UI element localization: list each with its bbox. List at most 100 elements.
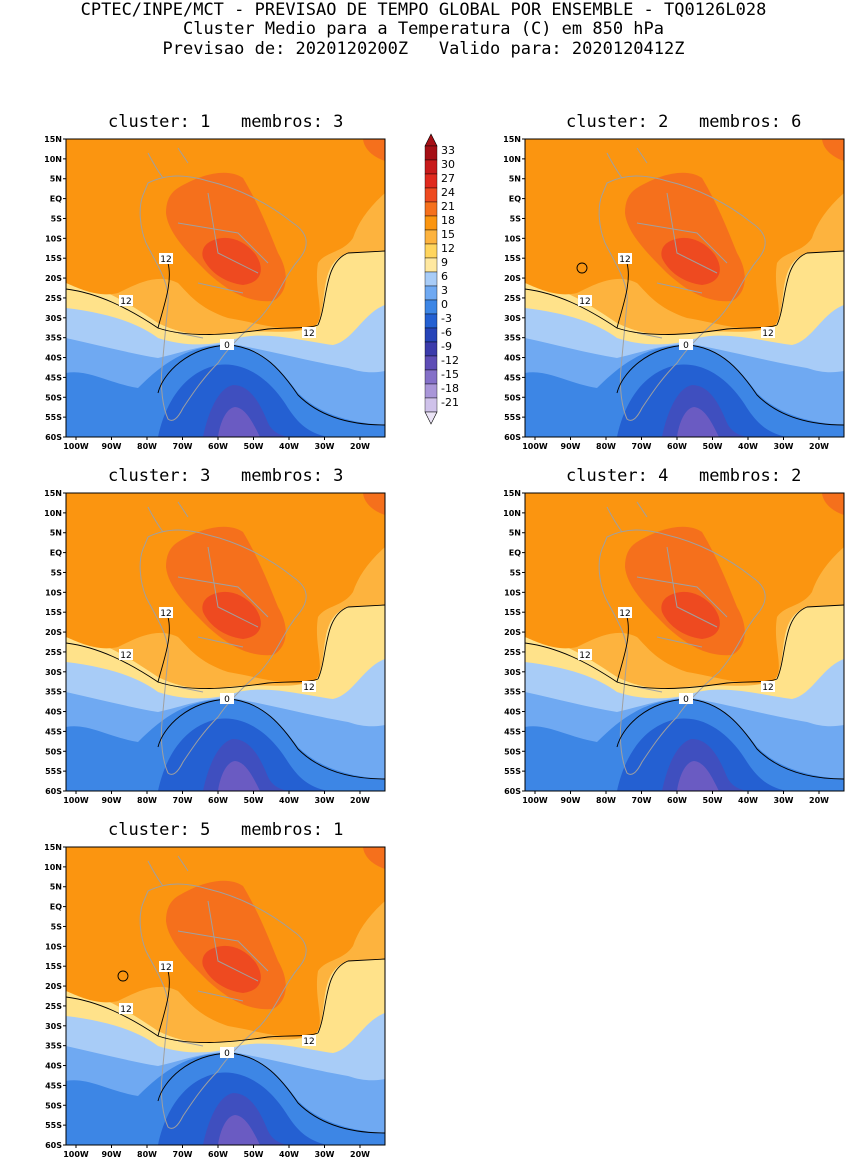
contour-label-0: 0 [224,1049,230,1059]
lon-label: 90W [102,1150,122,1159]
colorbar-label: 6 [441,270,448,283]
lon-label: 50W [244,796,264,805]
map-panel-4: 12 12 12 0 15N 10N 5N EQ 5S 10S 15S 20S 25S 30S 35S 40S… [503,489,845,805]
contour-0 [157,344,385,426]
contour-label-12: 12 [160,963,171,973]
lat-label: 10S [504,588,521,597]
colorbar-bottom-arrow [424,411,438,425]
lat-label: 10N [44,155,62,164]
lat-label: 20S [45,982,62,991]
contour-0 [616,698,844,780]
contour-12a [525,262,629,329]
colorbar-label: -21 [441,396,459,409]
contour-label-12: 12 [619,255,630,265]
lon-label: 100W [522,796,548,805]
colorbar-segment [424,397,438,413]
panel-2-title: cluster: 2 membros: 6 [566,112,802,132]
contours [66,604,385,780]
contour-12b [317,958,385,1034]
colorbar-label: 0 [441,298,448,311]
contour-label-12: 12 [579,651,590,661]
lat-label: 5N [509,529,521,538]
contour-12b [776,604,844,680]
lat-label: 50S [45,1101,62,1110]
field-corner [363,847,385,869]
lon-label: 80W [596,796,616,805]
header-dates: Previsao de: 2020120200Z Valido para: 20… [162,39,685,59]
lon-label: 100W [63,442,89,451]
lon-label: 20W [809,796,829,805]
contour-label-12: 12 [303,683,314,693]
lon-label: 60W [667,442,687,451]
colorbar-segment [424,285,438,301]
lat-label: 15N [44,489,62,498]
contour-label-0: 0 [224,695,230,705]
lat-label: 35S [504,688,521,697]
colorbar-label: 9 [441,256,448,269]
header-subtitle: Cluster Medio para a Temperatura (C) em … [182,19,665,39]
contour-ring [117,970,129,982]
lon-label: 60W [208,796,228,805]
contour-label-0-box [220,1047,234,1058]
lat-label: 10N [503,509,521,518]
lat-label: 15S [504,608,521,617]
lat-label: 15N [503,135,521,144]
colorbar-label: -9 [441,340,452,353]
lat-label: 45S [504,727,521,736]
colorbar-segment [424,229,438,245]
contour-label-12: 12 [160,255,171,265]
colorbar-segment [424,257,438,273]
lat-label: 5S [51,568,63,577]
lat-label: 60S [45,433,62,442]
lat-label: 5S [51,214,63,223]
lon-label: 70W [173,796,193,805]
lat-label: 10S [504,234,521,243]
colorbar-label: 15 [441,228,455,241]
contour-label-12: 12 [762,329,773,339]
map-frame [65,492,386,792]
lat-label: 25S [504,294,521,303]
lat-label: 55S [504,413,521,422]
lon-label: 20W [350,796,370,805]
map-frame [65,138,386,438]
lat-label: 35S [504,334,521,343]
lat-label: 60S [45,787,62,796]
panel-5-title: cluster: 5 membros: 1 [108,820,344,840]
lat-label: 30S [45,314,62,323]
contour-label-12-box [302,327,316,338]
colorbar-label: 21 [441,200,455,213]
field-corner [363,493,385,515]
lon-label: 50W [703,796,723,805]
lat-label: 40S [504,354,521,363]
contour-0 [157,698,385,780]
colorbar-segment [424,355,438,371]
lon-label: 30W [774,796,794,805]
colorbar-segment [424,159,438,175]
colorbar-segment [424,187,438,203]
lat-label: 55S [45,413,62,422]
contour-label-12-box [159,961,173,972]
lat-label: 30S [504,314,521,323]
lat-label: 25S [45,648,62,657]
contour-label-12-box [119,1003,133,1014]
lon-label: 40W [279,796,299,805]
lon-label: 30W [315,796,335,805]
contour-0 [616,344,844,426]
lat-label: 15N [503,489,521,498]
lon-label: 40W [279,442,299,451]
lon-label: 20W [809,442,829,451]
contour-12a [66,616,170,683]
contour-label-12: 12 [579,297,590,307]
lat-label: EQ [509,549,521,558]
lat-label: 50S [45,393,62,402]
contours [525,604,844,780]
map-frame [524,138,845,438]
colorbar-segment [424,243,438,259]
field-m9-band [218,407,260,437]
field-corner [822,139,844,161]
colorbar-label: -15 [441,368,459,381]
contour-label-0: 0 [683,695,689,705]
contour-label-12-box [159,607,173,618]
colorbar-segment [424,201,438,217]
